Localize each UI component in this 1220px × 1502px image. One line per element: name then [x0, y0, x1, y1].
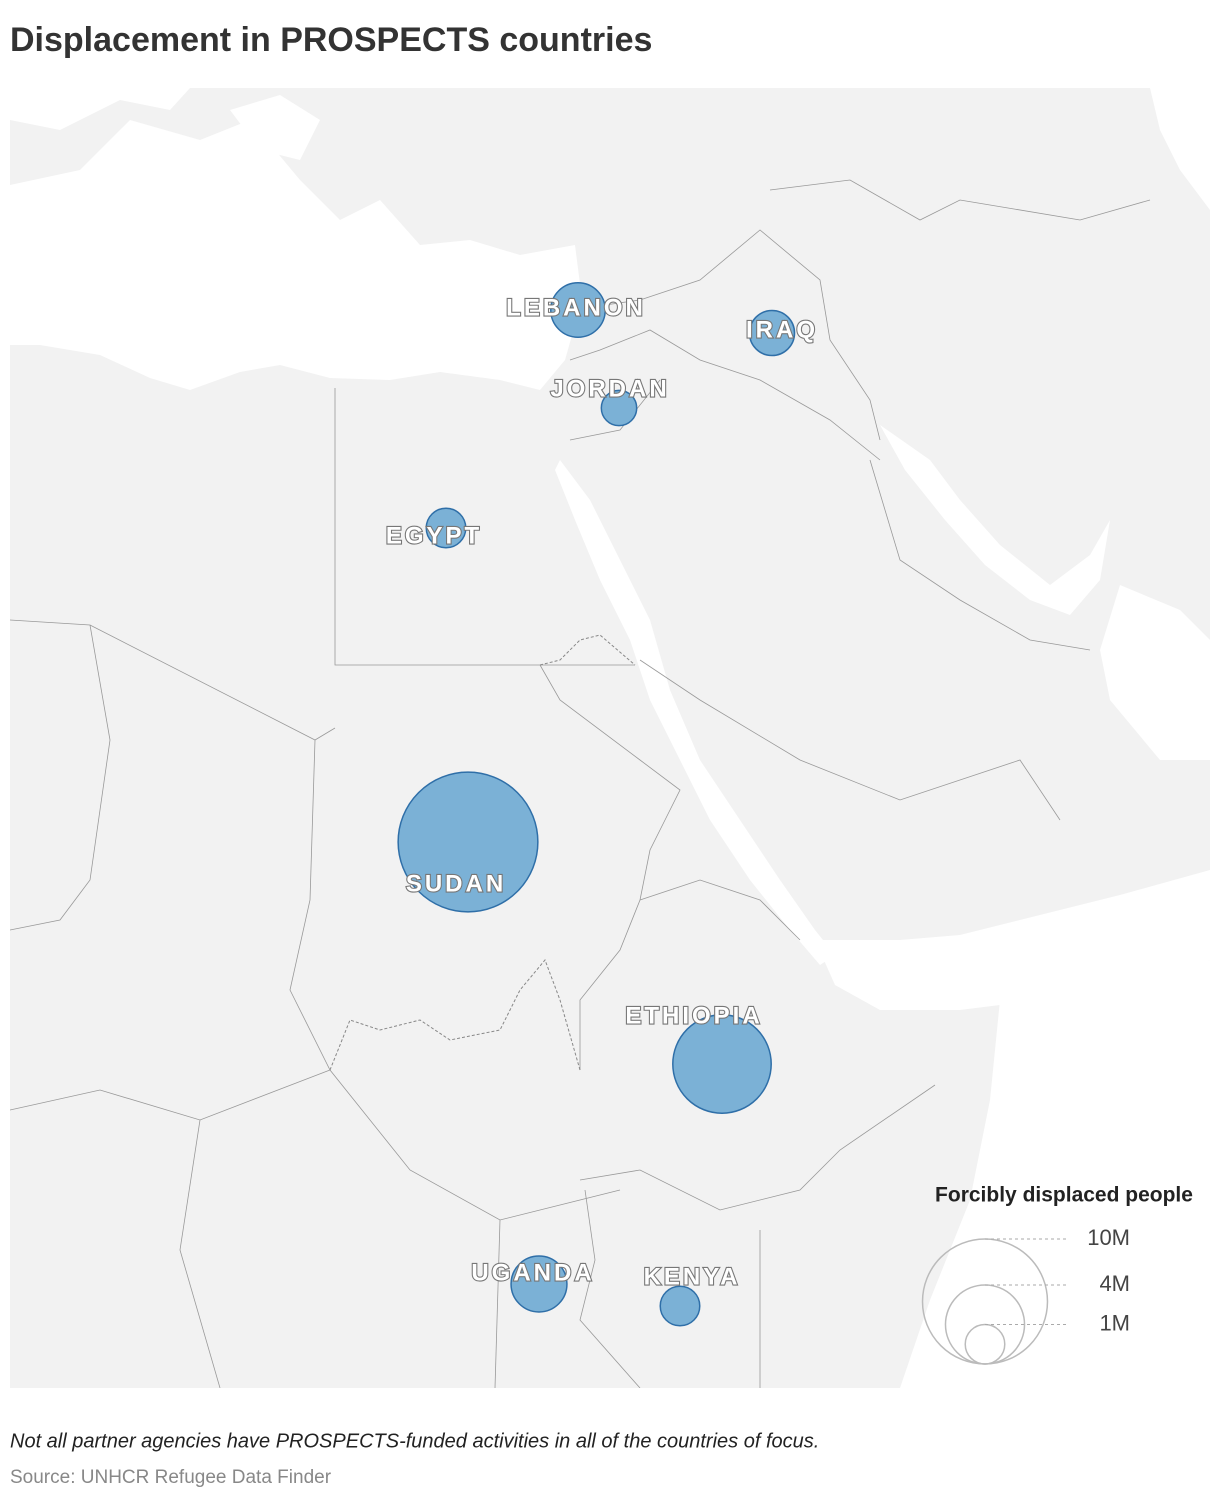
bubble: [510, 1255, 568, 1313]
country-label: ETHIOPIA: [625, 1002, 762, 1029]
bubble: [397, 771, 539, 913]
bubble: [672, 1014, 772, 1114]
country-label: IRAQ: [746, 316, 818, 343]
bubble: [600, 389, 638, 427]
country-label: UGANDA: [471, 1259, 594, 1286]
bubble: [550, 282, 606, 338]
country-label: LEBANON: [506, 294, 646, 321]
legend-label: 10M: [1087, 1225, 1130, 1250]
bubble: [659, 1285, 701, 1327]
map: LEBANON IRAQ JORDAN EGYPT SUDAN ETHIOPIA UGAND…: [10, 88, 1210, 1388]
country-label: JORDAN: [550, 375, 669, 402]
country-label: SUDAN: [406, 870, 506, 897]
legend: Forcibly displaced people 10M 4M 1M: [921, 1184, 1193, 1365]
legend-label: 1M: [1099, 1310, 1130, 1335]
country-label: KENYA: [644, 1263, 741, 1290]
note: Not all partner agencies have PROSPECTS-…: [10, 1430, 819, 1452]
labels: LEBANON IRAQ JORDAN EGYPT SUDAN ETHIOPIA UGAND…: [385, 293, 818, 1291]
bubble: [425, 507, 467, 549]
chart-title: Displacement in PROSPECTS countries: [10, 21, 652, 59]
borders: [10, 179, 1151, 1388]
source: Source: UNHCR Refugee Data Finder: [10, 1467, 332, 1488]
legend-label: 4M: [1099, 1271, 1130, 1296]
bubbles: [397, 282, 796, 1327]
seas: [10, 88, 1210, 1388]
legend-title: Forcibly displaced people: [935, 1184, 1193, 1207]
bubble: [748, 309, 796, 357]
country-label: EGYPT: [386, 522, 482, 549]
